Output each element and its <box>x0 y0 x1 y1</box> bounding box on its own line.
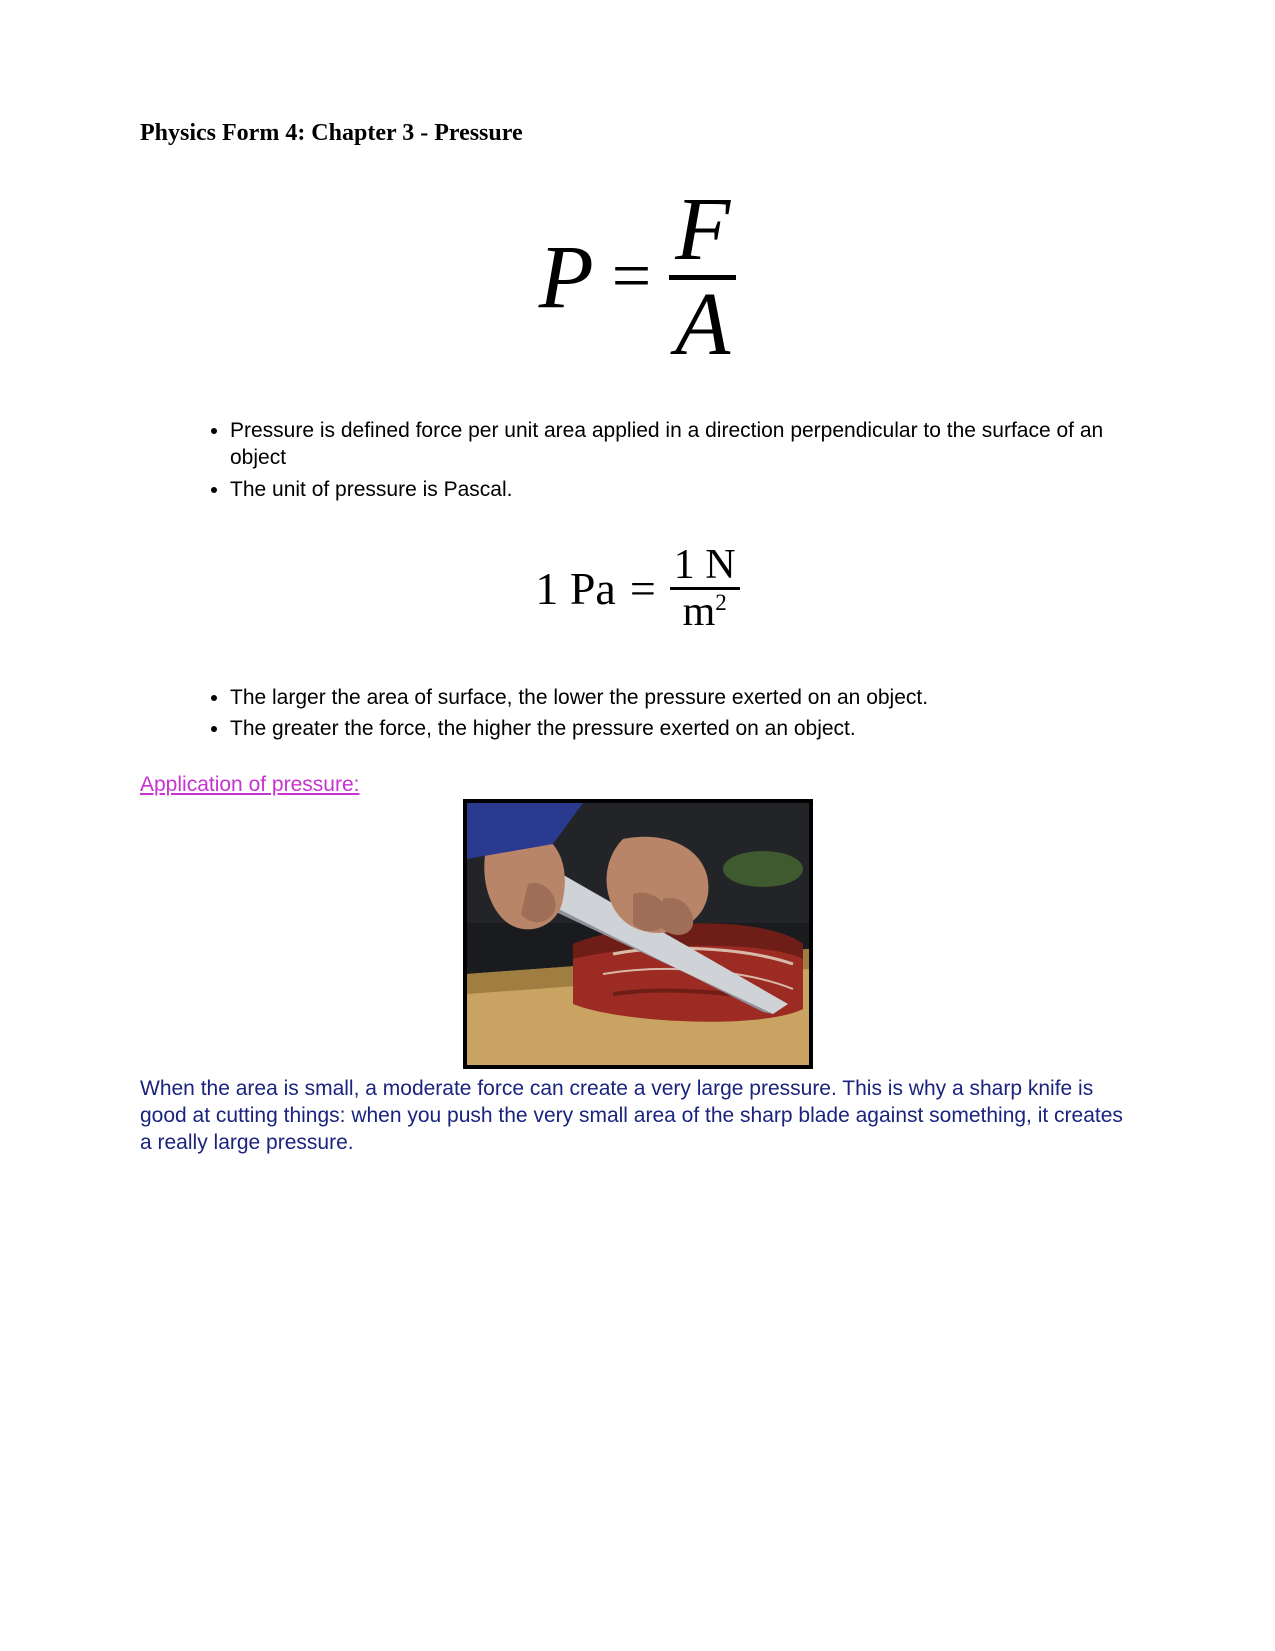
page-title: Physics Form 4: Chapter 3 - Pressure <box>140 120 1135 147</box>
equals-sign: = <box>612 237 651 317</box>
formula-numerator: F <box>669 187 736 273</box>
formula-denominator: A <box>669 282 736 368</box>
application-description: When the area is small, a moderate force… <box>140 1075 1135 1157</box>
list-item: Pressure is defined force per unit area … <box>230 417 1135 472</box>
knife-cutting-meat-icon <box>463 799 813 1069</box>
formula-p-symbol: P <box>539 226 594 329</box>
list-item: The unit of pressure is Pascal. <box>230 476 1135 503</box>
application-image-container <box>140 799 1135 1069</box>
formula-pascal: 1 Pa = 1 N m2 <box>535 543 739 634</box>
den-base: m <box>683 589 716 635</box>
den-exponent: 2 <box>715 589 727 615</box>
formula-fraction: F A <box>669 187 736 367</box>
relationship-bullets: The larger the area of surface, the lowe… <box>200 684 1135 743</box>
document-page: Physics Form 4: Chapter 3 - Pressure P =… <box>0 0 1275 1157</box>
formula-pascal-container: 1 Pa = 1 N m2 <box>140 543 1135 634</box>
application-heading: Application of pressure: <box>140 773 1135 797</box>
formula-pressure: P = F A <box>509 177 766 377</box>
definition-bullets: Pressure is defined force per unit area … <box>200 417 1135 503</box>
list-item: The greater the force, the higher the pr… <box>230 715 1135 742</box>
equals-sign: = <box>630 562 656 615</box>
formula-pressure-container: P = F A <box>140 177 1135 377</box>
formula-lhs: 1 Pa <box>535 562 616 615</box>
formula-fraction: 1 N m2 <box>670 543 740 634</box>
list-item: The larger the area of surface, the lowe… <box>230 684 1135 711</box>
formula-denominator: m2 <box>679 590 731 634</box>
formula-numerator: 1 N <box>670 543 740 587</box>
